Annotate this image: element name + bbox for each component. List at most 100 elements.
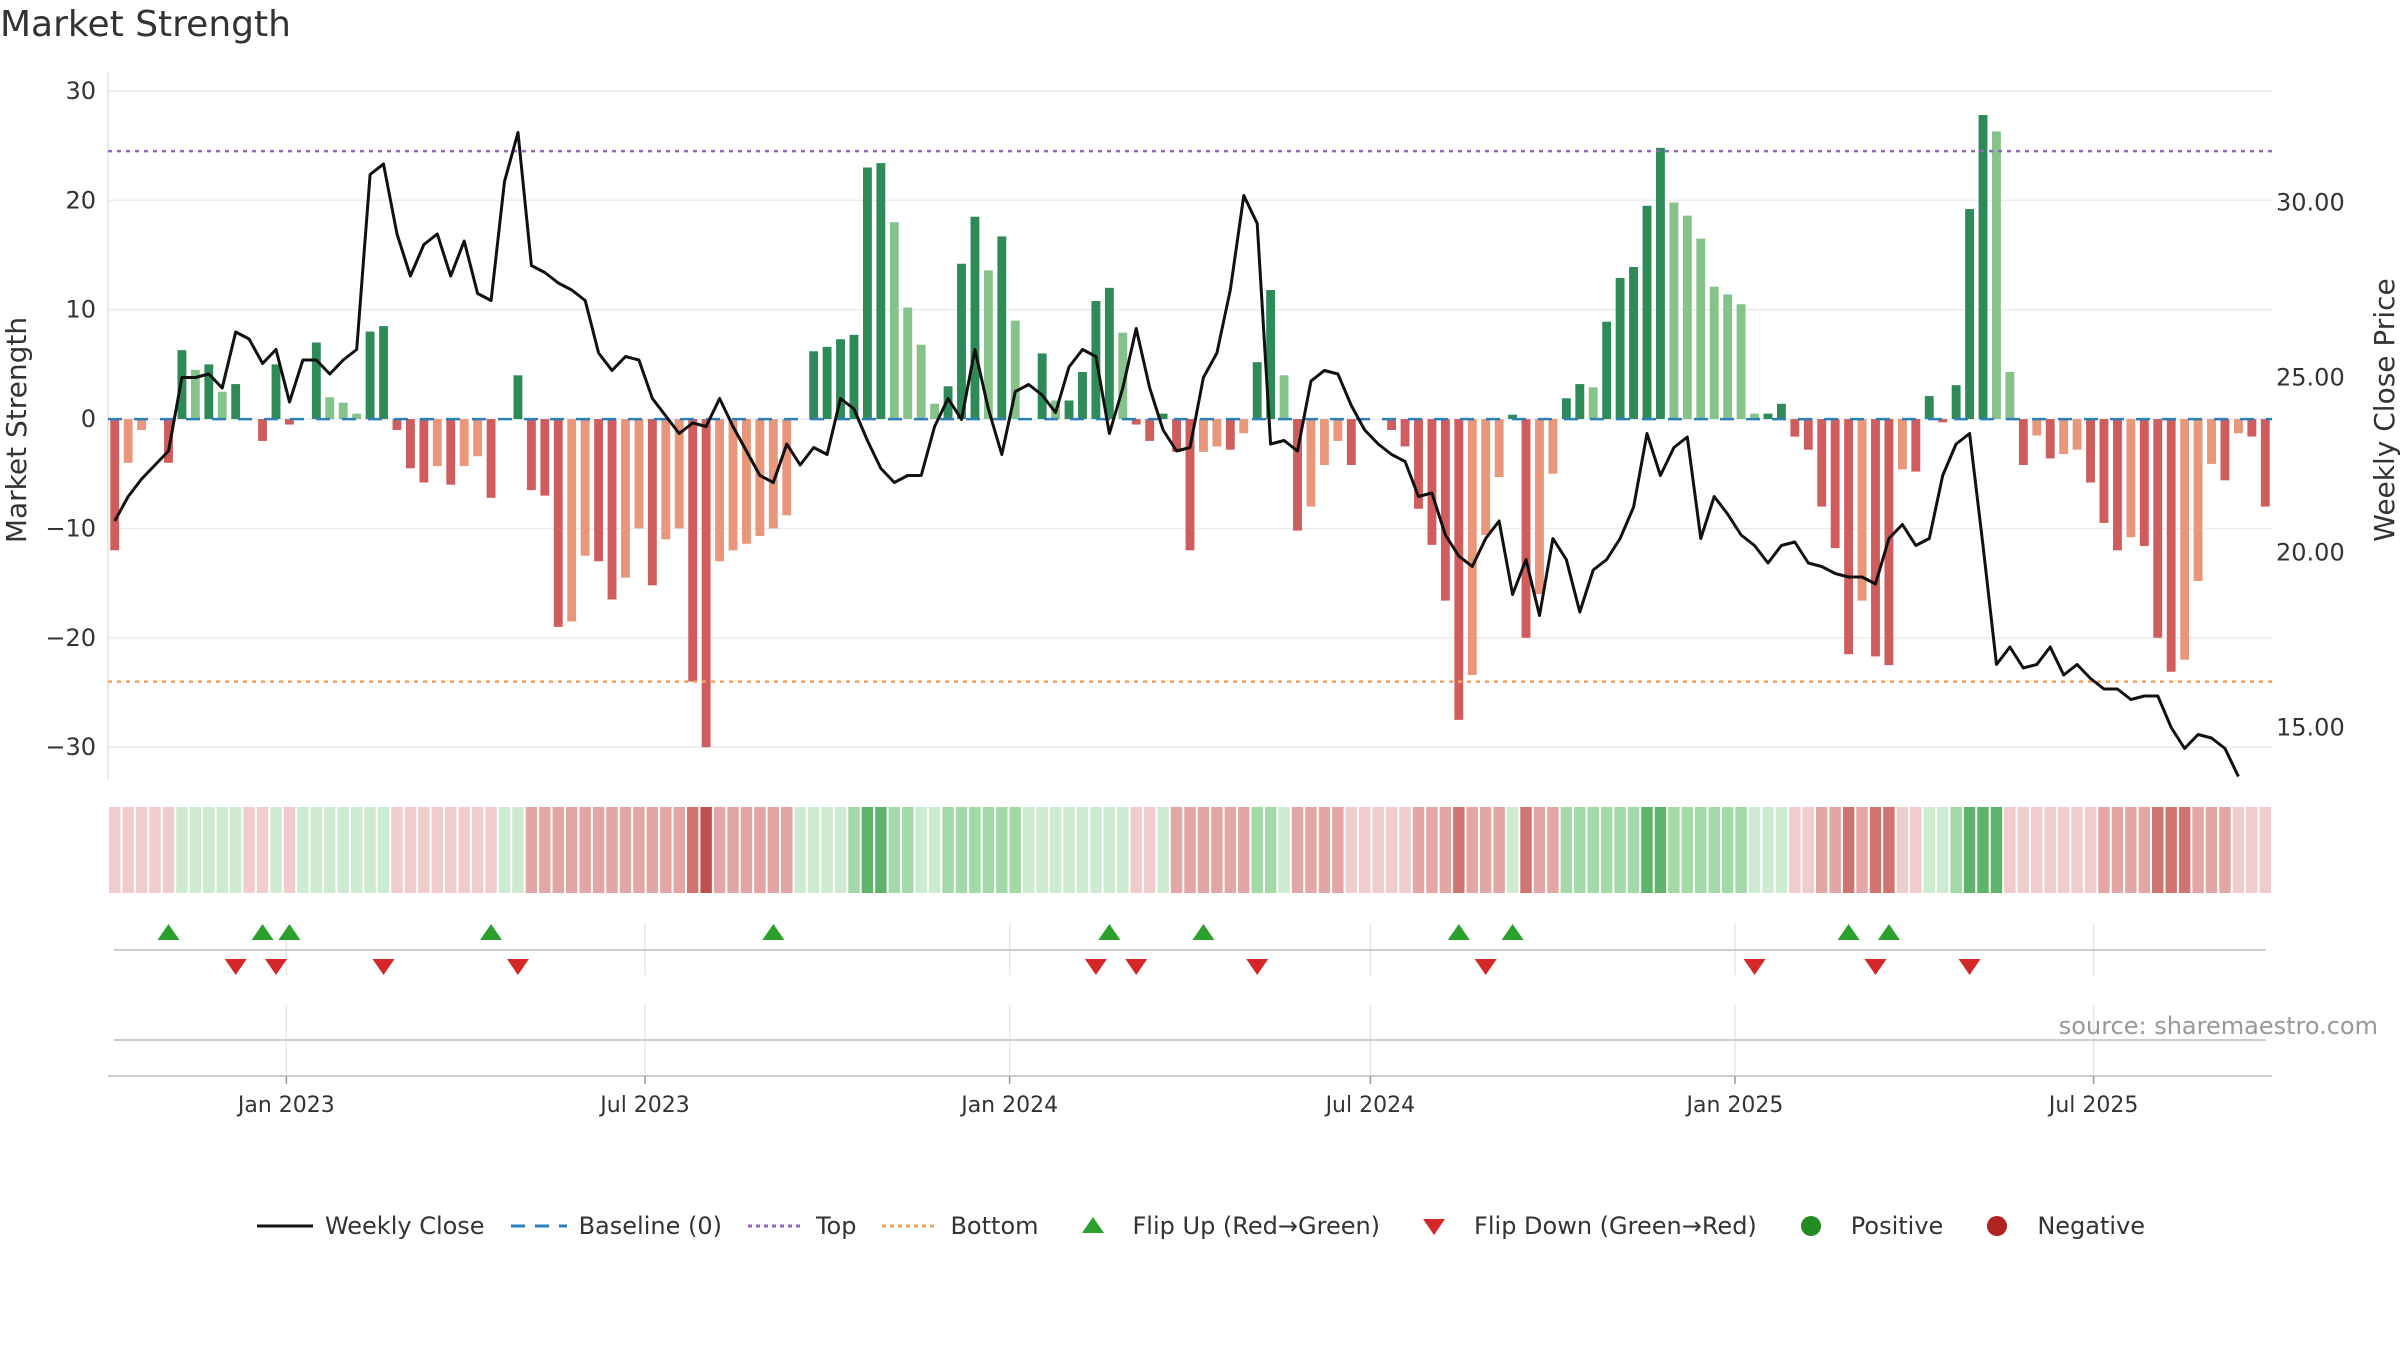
strength-bar	[1723, 294, 1733, 420]
regime-cell	[2152, 807, 2164, 893]
regime-cell	[512, 807, 524, 893]
strength-bar	[2112, 419, 2122, 551]
strength-bar	[2220, 419, 2230, 481]
strength-bar	[2018, 419, 2028, 465]
flip-up-marker	[1877, 924, 1900, 940]
regime-cell	[149, 807, 161, 893]
strength-bar	[822, 346, 832, 420]
strength-bar	[2193, 419, 2203, 581]
strength-bar	[365, 331, 375, 420]
strength-bar	[1655, 147, 1665, 420]
strength-bar	[1427, 419, 1437, 545]
strength-bar	[1871, 419, 1880, 657]
strength-bar	[2045, 419, 2055, 459]
strength-bar	[1252, 362, 1262, 420]
flip-down-marker	[1958, 959, 1981, 975]
regime-cell	[109, 807, 121, 893]
regime-cell	[928, 807, 941, 893]
strength-bar	[1844, 419, 1854, 655]
strength-bar	[1790, 419, 1800, 437]
regime-cell	[861, 807, 874, 893]
strength-bar	[1145, 419, 1155, 441]
strength-bar	[1266, 290, 1276, 420]
regime-cell	[673, 807, 685, 893]
regime-cell	[740, 807, 753, 893]
regime-cell	[821, 807, 833, 893]
regime-cell	[229, 807, 242, 893]
strength-bar	[2072, 419, 2082, 450]
regime-cell	[2125, 807, 2137, 893]
strength-bar	[432, 419, 442, 467]
strength-bar	[1440, 419, 1450, 601]
regime-cell	[2232, 807, 2245, 893]
flip-up-marker	[1837, 924, 1860, 940]
strength-bar	[1830, 419, 1840, 549]
regime-cell	[1816, 807, 1828, 893]
strength-bar	[1951, 385, 1961, 420]
flip-up-marker	[157, 924, 180, 940]
regime-cell	[565, 807, 578, 893]
legend-label: Weekly Close	[324, 1212, 485, 1240]
flip-down-marker	[506, 959, 529, 975]
regime-cell	[176, 807, 188, 893]
strength-bar	[957, 263, 966, 420]
strength-bar	[2180, 419, 2190, 660]
regime-cell	[2138, 807, 2151, 893]
strength-bar	[258, 419, 268, 441]
circle-green-icon	[1800, 1216, 1821, 1236]
strength-bar	[1293, 419, 1302, 531]
strength-bar	[325, 397, 335, 420]
regime-cell	[1412, 807, 1425, 893]
y-tick-label: 30	[65, 77, 96, 105]
strength-bar	[1978, 115, 1988, 420]
strength-bar	[1602, 321, 1612, 420]
legend-label: Top	[815, 1212, 857, 1240]
regime-cell	[1547, 807, 1559, 893]
strength-bar	[338, 402, 348, 420]
regime-cell	[1359, 807, 1371, 893]
strength-bar	[513, 375, 523, 420]
regime-cell	[727, 807, 739, 893]
strength-bar	[1131, 419, 1141, 425]
regime-cell	[1090, 807, 1102, 893]
regime-cell	[1789, 807, 1801, 893]
x-tick-label: Jul 2024	[1324, 1093, 1416, 1118]
y2-tick-label: 25.00	[2276, 364, 2345, 392]
strength-bar	[1696, 238, 1706, 420]
regime-cell	[1950, 807, 1962, 893]
strength-bar	[580, 419, 590, 556]
source-credit: source: sharemaestro.com	[2058, 1012, 2378, 1040]
strength-bar	[540, 419, 550, 496]
regime-cell	[848, 807, 860, 893]
flip-down-marker	[372, 959, 395, 975]
strength-bar	[2233, 419, 2243, 434]
strength-bar	[110, 419, 120, 551]
regime-cell	[1439, 807, 1452, 893]
bottom-swatch	[882, 1224, 939, 1228]
regime-cell	[1614, 807, 1626, 893]
triangle-down-icon	[1423, 1219, 1446, 1235]
regime-cell	[1735, 807, 1747, 893]
y-axis-label: Market Strength	[0, 317, 33, 543]
regime-cell	[1681, 807, 1694, 893]
strength-bar	[2099, 419, 2109, 523]
strength-bar	[983, 270, 993, 420]
regime-cell	[1372, 807, 1384, 893]
x-tick-label: Jan 2023	[236, 1093, 335, 1118]
strength-bar	[1736, 304, 1746, 420]
strength-bar	[2126, 419, 2136, 538]
regime-cell	[350, 807, 363, 893]
strength-bar	[1535, 419, 1544, 595]
strength-bar	[1279, 375, 1289, 420]
regime-cell	[982, 807, 995, 893]
legend-label: Bottom	[950, 1212, 1039, 1240]
flip-up-marker	[1501, 924, 1524, 940]
regime-cell	[955, 807, 968, 893]
regime-cell	[310, 807, 323, 893]
strength-bar	[2153, 419, 2163, 638]
strength-bar	[943, 386, 953, 420]
regime-cell	[270, 807, 282, 893]
strength-bar	[190, 369, 200, 420]
regime-cell	[1291, 807, 1304, 893]
